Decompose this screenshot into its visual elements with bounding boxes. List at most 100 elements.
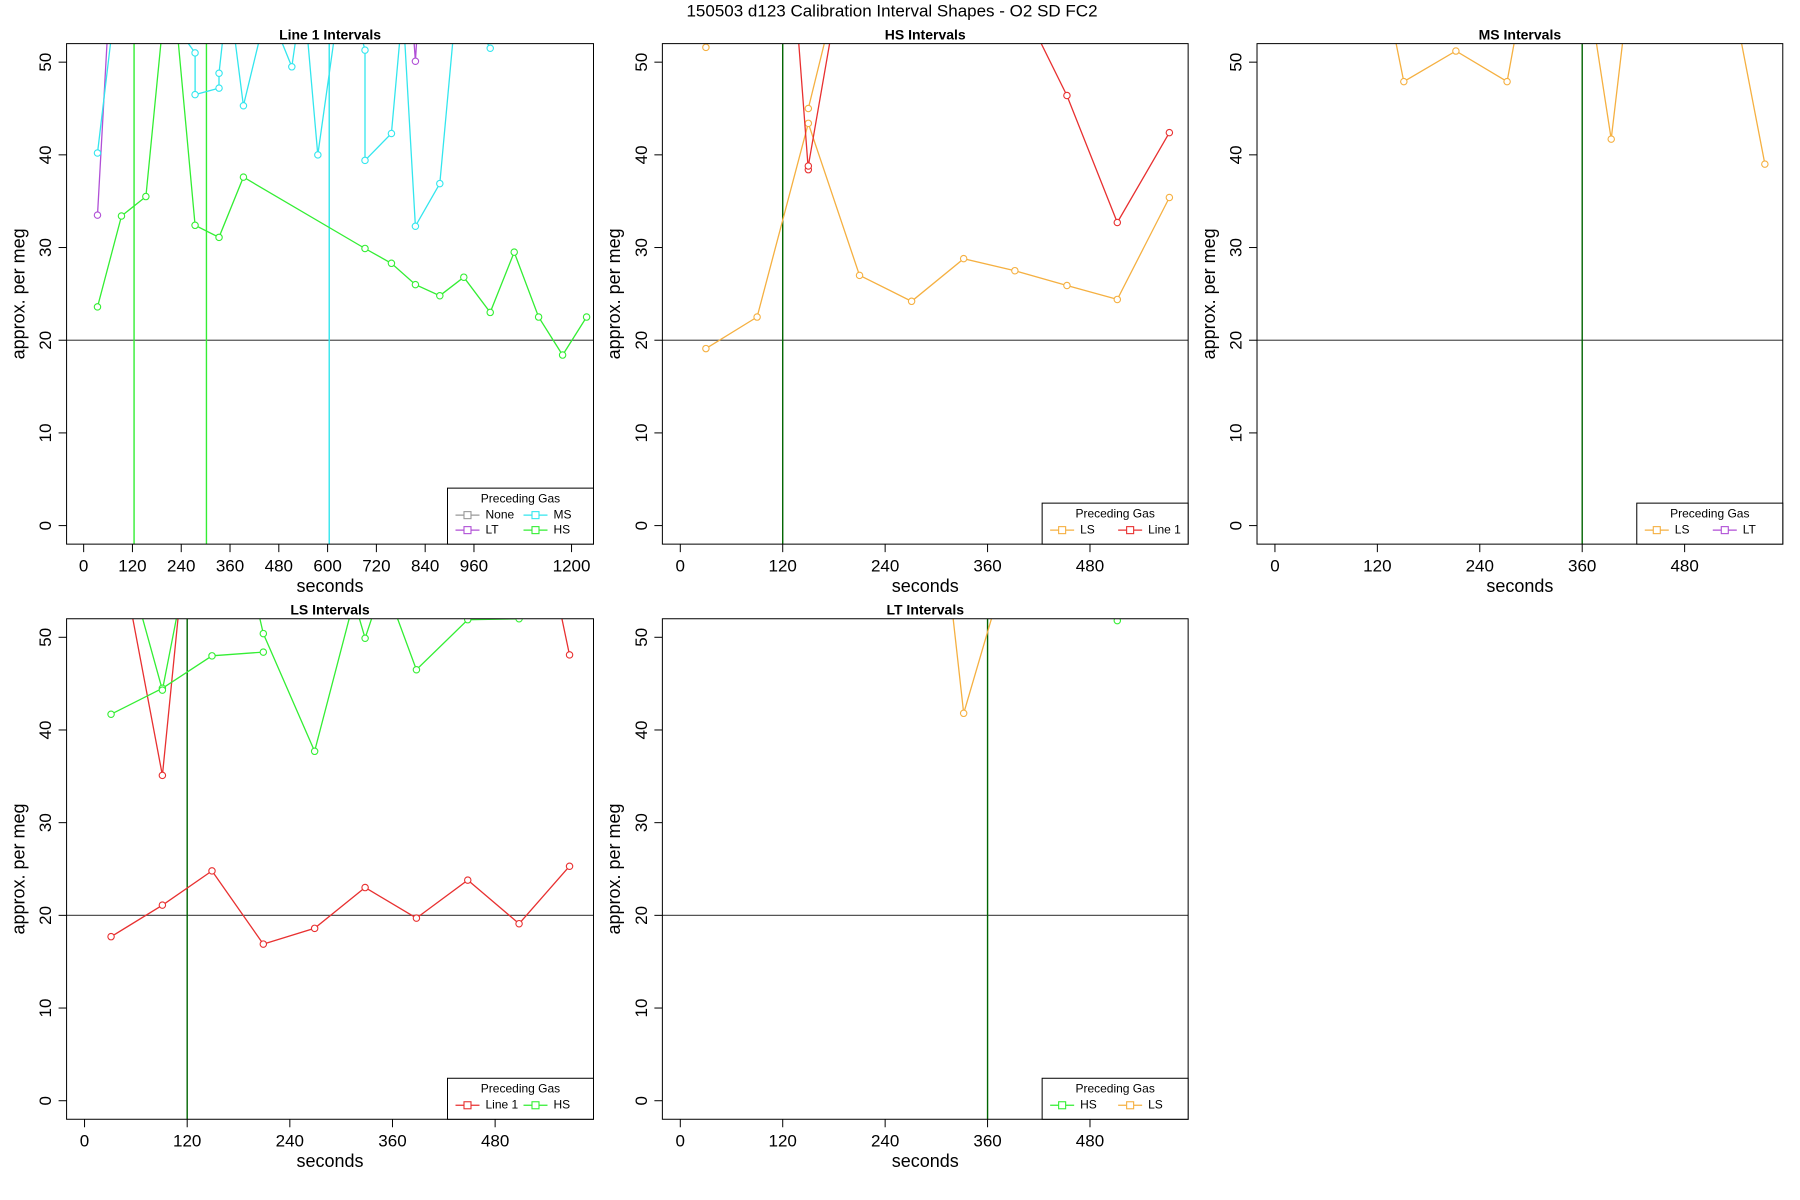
y-tick-label: 30 bbox=[632, 238, 651, 257]
legend-label: HS bbox=[553, 1097, 570, 1111]
data-point bbox=[959, 254, 968, 263]
data-point bbox=[191, 221, 199, 230]
data-point bbox=[1400, 77, 1408, 86]
x-tick-label: 480 bbox=[265, 557, 293, 576]
plot-area bbox=[66, 43, 594, 545]
x-tick-label: 240 bbox=[871, 1132, 899, 1151]
data-point bbox=[804, 104, 813, 113]
data-point bbox=[436, 179, 444, 188]
data-point bbox=[1761, 160, 1769, 168]
x-tick-label: 360 bbox=[216, 557, 244, 576]
data-point bbox=[558, 351, 567, 359]
data-point bbox=[288, 63, 296, 71]
y-tick-label: 40 bbox=[36, 145, 55, 164]
data-point bbox=[1011, 266, 1019, 275]
data-point bbox=[215, 233, 223, 242]
data-point bbox=[855, 271, 864, 280]
data-point bbox=[93, 211, 102, 219]
data-point bbox=[239, 173, 248, 181]
x-tick-label: 360 bbox=[973, 557, 1001, 576]
y-tick-label: 50 bbox=[36, 628, 55, 647]
legend-box bbox=[1636, 502, 1784, 545]
legend-title: Preceding Gas bbox=[1670, 506, 1749, 520]
y-axis-label: approx. per meg bbox=[1199, 228, 1219, 359]
y-axis-label: approx. per meg bbox=[604, 228, 624, 359]
plot-area bbox=[66, 618, 594, 1120]
data-point bbox=[515, 618, 523, 623]
x-tick-label: 0 bbox=[79, 557, 88, 576]
x-tick-label: 1200 bbox=[553, 557, 591, 576]
legend-title: Preceding Gas bbox=[481, 491, 560, 505]
data-point bbox=[565, 651, 574, 659]
data-point bbox=[259, 648, 268, 656]
legend-box bbox=[446, 487, 594, 545]
x-axis-label: seconds bbox=[1486, 576, 1553, 596]
legend-box bbox=[446, 1077, 594, 1120]
data-point bbox=[515, 919, 523, 928]
series-line bbox=[96, 43, 491, 229]
y-tick-label: 10 bbox=[632, 999, 651, 1018]
y-tick-label: 0 bbox=[1226, 521, 1245, 530]
x-tick-label: 960 bbox=[460, 557, 488, 576]
data-point bbox=[158, 686, 167, 694]
data-point bbox=[107, 932, 115, 941]
x-tick-label: 480 bbox=[1076, 557, 1104, 576]
legend-marker bbox=[1652, 526, 1661, 535]
y-tick-label: 20 bbox=[632, 906, 651, 925]
data-point bbox=[387, 259, 396, 268]
y-tick-label: 50 bbox=[632, 53, 651, 72]
legend-title: Preceding Gas bbox=[1075, 506, 1154, 520]
data-point bbox=[1113, 618, 1122, 625]
y-tick-label: 20 bbox=[632, 331, 651, 350]
legend-marker bbox=[1058, 526, 1067, 535]
legend: Preceding Gas HS LS bbox=[1041, 1077, 1189, 1120]
data-point bbox=[239, 101, 248, 110]
data-point bbox=[1063, 281, 1071, 290]
legend-label: Line 1 bbox=[485, 1097, 518, 1111]
data-point bbox=[361, 244, 369, 253]
x-tick-label: 480 bbox=[481, 1132, 509, 1151]
x-tick-label: 120 bbox=[769, 557, 797, 576]
data-point bbox=[314, 151, 322, 159]
data-point bbox=[460, 273, 468, 281]
data-point bbox=[1607, 135, 1615, 143]
legend-label: MS bbox=[553, 507, 571, 521]
y-tick-label: 50 bbox=[632, 628, 651, 647]
data-point bbox=[582, 313, 591, 321]
y-tick-label: 40 bbox=[632, 145, 651, 164]
data-point bbox=[208, 867, 216, 875]
data-point bbox=[215, 84, 223, 92]
legend-box bbox=[1041, 502, 1189, 545]
x-tick-label: 360 bbox=[378, 1132, 406, 1151]
panel: HS Intervals 0 120 240 360 480 0 10 20 30 40 50 seco… bbox=[604, 26, 1189, 596]
data-point bbox=[907, 297, 916, 306]
data-point bbox=[436, 291, 444, 300]
y-tick-label: 0 bbox=[36, 1096, 55, 1105]
x-tick-label: 240 bbox=[276, 1132, 304, 1151]
legend-label: HS bbox=[553, 522, 570, 536]
y-tick-label: 30 bbox=[36, 238, 55, 257]
legend-marker bbox=[1126, 526, 1135, 535]
legend-marker bbox=[463, 1101, 472, 1110]
x-tick-label: 120 bbox=[769, 1132, 797, 1151]
panel: MS Intervals 0 120 240 360 480 0 10 20 30 40 50 seco… bbox=[1199, 26, 1784, 596]
data-point bbox=[117, 212, 126, 220]
data-point bbox=[215, 69, 223, 78]
data-point bbox=[208, 652, 216, 660]
legend: Preceding Gas Line 1 HS bbox=[446, 1077, 594, 1120]
panel: LT Intervals 0 120 240 360 480 0 10 20 30 40 50 seco… bbox=[604, 601, 1189, 1171]
plot-frame bbox=[66, 43, 594, 545]
data-point bbox=[411, 222, 420, 230]
legend-marker bbox=[463, 511, 472, 520]
data-point bbox=[1113, 295, 1122, 304]
x-tick-label: 360 bbox=[973, 1132, 1001, 1151]
data-point bbox=[158, 901, 167, 909]
data-point bbox=[259, 940, 268, 948]
data-point bbox=[1452, 47, 1460, 55]
legend-label: LT bbox=[485, 522, 499, 536]
legend-label: LS bbox=[1148, 1097, 1163, 1111]
data-point bbox=[804, 162, 813, 170]
y-tick-label: 20 bbox=[1226, 331, 1245, 350]
